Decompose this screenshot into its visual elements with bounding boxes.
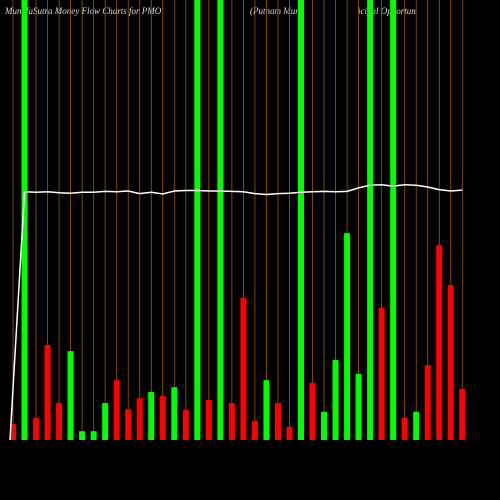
chart-subtitle: (Putnam Mun — [250, 6, 300, 16]
bar — [378, 308, 385, 440]
bar — [459, 388, 466, 440]
bar — [240, 297, 247, 440]
bar — [67, 351, 74, 440]
bar — [401, 418, 408, 440]
bar — [424, 365, 431, 440]
bar — [10, 424, 16, 440]
bar — [436, 245, 443, 440]
bar — [355, 374, 362, 440]
bar — [413, 411, 420, 440]
bar — [298, 0, 304, 440]
bar — [344, 233, 351, 440]
chart-title: MunafaSutra Money Flow Charts for PMO — [4, 6, 162, 16]
bar — [263, 380, 270, 440]
bar — [309, 382, 316, 440]
bar — [113, 380, 120, 440]
bar — [171, 387, 178, 440]
bar — [33, 418, 40, 440]
bar — [79, 431, 86, 440]
bar — [367, 0, 374, 440]
bar — [194, 0, 201, 440]
bar — [159, 396, 166, 440]
bar — [148, 392, 155, 440]
bar — [125, 409, 132, 440]
bar — [182, 410, 189, 440]
bar — [21, 0, 28, 440]
price-line — [9, 184, 463, 441]
chart-subtitle: icipal Opportun — [358, 6, 416, 16]
bar — [44, 344, 51, 440]
bar — [102, 403, 109, 440]
bar — [136, 398, 143, 440]
bar — [332, 359, 339, 440]
bar — [90, 431, 97, 440]
bar — [217, 0, 224, 440]
bar — [390, 0, 397, 440]
bar — [286, 426, 293, 440]
bar — [56, 403, 63, 440]
bar — [205, 399, 212, 440]
bar — [251, 421, 258, 440]
bar — [447, 285, 454, 440]
bar — [321, 411, 328, 440]
bar — [228, 403, 235, 440]
bar — [274, 403, 281, 440]
